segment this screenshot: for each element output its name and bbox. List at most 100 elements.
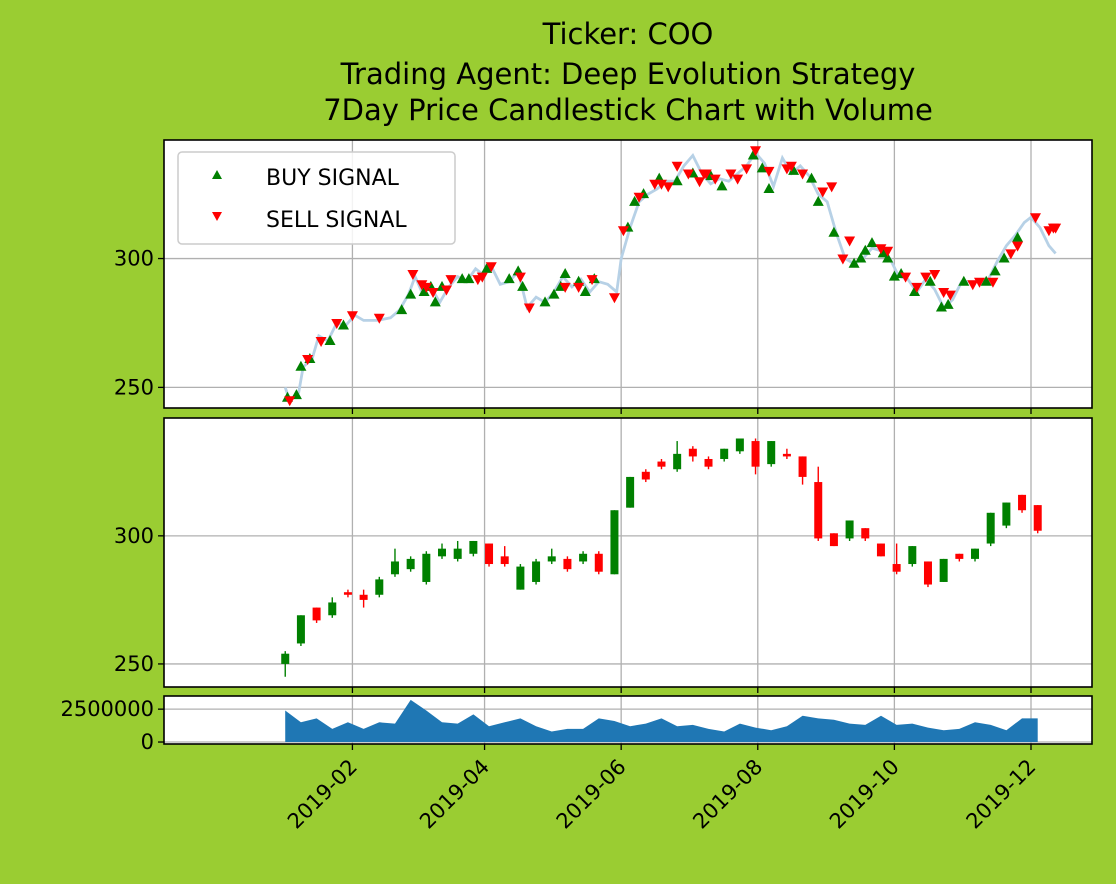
title-line-2: Trading Agent: Deep Evolution Strategy — [340, 57, 916, 91]
candle-body — [892, 564, 901, 572]
sell-signal-marker — [284, 396, 296, 407]
candle-body — [500, 556, 509, 565]
sell-signal-marker — [700, 169, 712, 180]
candle-body — [563, 558, 572, 570]
x-tick-label: 2019-02 — [283, 755, 362, 834]
sell-signal-marker — [920, 272, 932, 283]
volume-panel: 0 2500000 — [60, 695, 1093, 754]
sell-signal-marker — [586, 275, 598, 286]
x-axis-date-labels: 2019-02 2019-04 2019-06 2019-08 2019-10 2019-… — [283, 755, 1041, 834]
candle-y-tick-label: 250 — [114, 652, 154, 676]
candle-body — [955, 553, 964, 559]
sell-signal-marker — [797, 169, 809, 180]
sell-signal-marker — [911, 282, 923, 293]
buy-signal-marker — [882, 252, 894, 263]
candle-y-tick-label: 300 — [114, 524, 154, 548]
sell-signal-marker — [929, 270, 941, 280]
buy-signal-marker — [828, 226, 840, 237]
sell-signal-marker — [523, 303, 535, 314]
buy-signal-marker — [877, 247, 889, 258]
legend-sell-label: SELL SIGNAL — [266, 208, 407, 233]
candle-body — [453, 548, 462, 559]
candle-body — [1018, 494, 1027, 511]
candle-body — [829, 533, 838, 547]
candle-body — [688, 448, 697, 457]
candle-body — [485, 543, 494, 565]
legend: BUY SIGNAL SELL SIGNAL — [177, 151, 456, 245]
sell-signal-marker — [938, 288, 950, 299]
sell-signal-marker — [973, 277, 985, 288]
title-line-3: 7Day Price Candlestick Chart with Volume — [323, 93, 933, 127]
sell-signal-marker — [987, 277, 999, 288]
sell-signal-marker — [763, 166, 775, 177]
sell-signal-marker — [750, 146, 762, 157]
sell-signal-marker — [608, 293, 620, 304]
legend-box — [177, 151, 456, 245]
candle-body — [343, 592, 352, 595]
candle-body — [594, 553, 603, 572]
candle-body — [469, 540, 478, 554]
sell-signal-marker — [440, 285, 452, 296]
sell-signal-marker — [900, 272, 912, 283]
buy-signal-marker — [548, 288, 560, 299]
candle-body — [986, 512, 995, 544]
sell-signal-marker — [1012, 241, 1024, 252]
candle-body — [704, 458, 713, 467]
sell-signal-marker — [732, 174, 744, 185]
buy-signal-marker — [396, 304, 408, 315]
buy-signal-marker — [989, 265, 1001, 276]
buy-signal-marker — [716, 180, 728, 191]
sell-signal-marker — [1029, 213, 1041, 224]
candle-body — [312, 607, 321, 621]
buy-signal-marker — [418, 286, 430, 297]
candle-body — [798, 456, 807, 477]
legend-buy-label: BUY SIGNAL — [266, 166, 400, 191]
panel-border — [163, 417, 1093, 688]
price-y-tick-label: 300 — [114, 247, 154, 271]
sell-signal-marker — [844, 236, 856, 247]
candle-body — [751, 441, 760, 467]
candle-body — [406, 558, 415, 570]
candle-body — [720, 448, 729, 459]
sell-signal-marker — [416, 280, 428, 291]
candle-body — [971, 548, 980, 559]
buy-signal-marker — [942, 298, 954, 309]
sell-signal-marker — [346, 311, 358, 322]
candle-body — [923, 561, 932, 585]
buy-signal-marker — [763, 182, 775, 193]
x-tick-label: 2019-12 — [962, 755, 1041, 834]
buy-signal-marker — [337, 319, 349, 330]
sell-signal-marker — [882, 246, 894, 257]
legend-sell-marker-icon — [212, 212, 222, 221]
candle-body — [296, 615, 305, 644]
buy-signal-marker — [539, 296, 551, 307]
candle-body — [328, 602, 337, 616]
sell-signal-marker — [407, 270, 419, 280]
candle-body — [641, 471, 650, 480]
sell-signal-marker — [709, 174, 721, 185]
sell-signal-marker — [826, 182, 838, 193]
x-tick-label: 2019-04 — [415, 755, 494, 834]
buy-signal-marker — [747, 149, 759, 160]
volume-y-tick-label: 2500000 — [60, 697, 154, 721]
sell-signal-marker — [725, 169, 737, 180]
sell-signal-marker — [617, 226, 629, 237]
sell-signal-marker — [967, 280, 979, 291]
buy-signal-marker — [888, 270, 900, 281]
sell-signal-marker — [662, 182, 674, 193]
price-y-tick-label: 250 — [114, 375, 154, 399]
candle-body — [876, 543, 885, 557]
volume-area — [285, 699, 1038, 743]
buy-signal-marker — [935, 301, 947, 312]
candlestick-panel: 250 300 — [114, 417, 1093, 693]
sell-signal-marker — [655, 179, 667, 190]
candle-body — [673, 453, 682, 470]
sell-signal-marker — [315, 337, 327, 347]
candle-body — [908, 546, 917, 565]
sell-signal-marker — [875, 244, 887, 255]
sell-signal-marker — [485, 262, 497, 273]
buy-signal-marker — [429, 296, 441, 307]
buy-signal-marker — [405, 288, 417, 299]
candle-body — [438, 548, 447, 557]
